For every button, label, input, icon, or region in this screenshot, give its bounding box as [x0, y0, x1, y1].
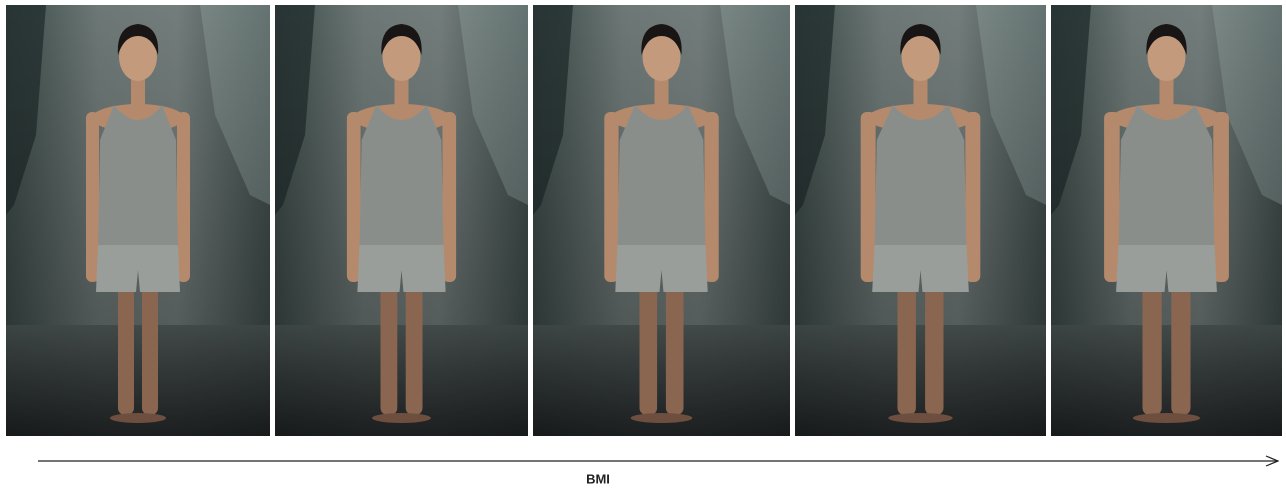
photo: [275, 5, 528, 436]
leg: [380, 285, 398, 415]
feet: [630, 413, 693, 423]
hair: [381, 24, 422, 55]
arm: [704, 112, 719, 282]
tank-top: [617, 105, 706, 250]
photo-row: [6, 5, 1282, 436]
arm: [346, 112, 361, 282]
head: [119, 33, 157, 81]
shorts: [872, 245, 969, 292]
neck: [913, 75, 928, 105]
leg: [665, 285, 684, 415]
arm: [965, 112, 981, 282]
arm: [604, 112, 619, 282]
neck: [654, 75, 669, 105]
neck: [131, 75, 145, 105]
head: [901, 33, 940, 81]
leg: [925, 285, 944, 415]
tank-top: [1118, 105, 1215, 250]
hair: [641, 24, 682, 55]
tank-top: [98, 105, 178, 250]
hair: [1146, 24, 1187, 55]
head: [382, 33, 421, 81]
shorts: [1116, 245, 1217, 292]
leg: [1171, 285, 1191, 415]
shorts: [357, 245, 446, 292]
photo: [795, 5, 1046, 436]
neck: [394, 75, 409, 105]
feet: [372, 413, 431, 423]
head: [642, 33, 681, 81]
arm: [86, 112, 99, 282]
arm: [1213, 112, 1229, 282]
hair: [900, 24, 941, 55]
leg: [142, 285, 158, 415]
head: [1147, 33, 1186, 81]
arm: [177, 112, 190, 282]
leg: [405, 285, 423, 415]
leg: [1142, 285, 1162, 415]
tank-top: [874, 105, 967, 250]
shorts: [615, 245, 708, 292]
photo: [533, 5, 790, 436]
arm: [442, 112, 457, 282]
feet: [888, 413, 953, 423]
hair: [117, 24, 159, 55]
feet: [1132, 413, 1201, 423]
leg: [639, 285, 658, 415]
leg: [118, 285, 134, 415]
arm: [860, 112, 876, 282]
leg: [897, 285, 916, 415]
arm: [1104, 112, 1120, 282]
tank-top: [359, 105, 444, 250]
feet: [110, 413, 166, 423]
photo: [6, 5, 270, 436]
neck: [1159, 75, 1174, 105]
axis-label: BMI: [586, 471, 610, 486]
shorts: [96, 245, 180, 292]
photo: [1051, 5, 1282, 436]
